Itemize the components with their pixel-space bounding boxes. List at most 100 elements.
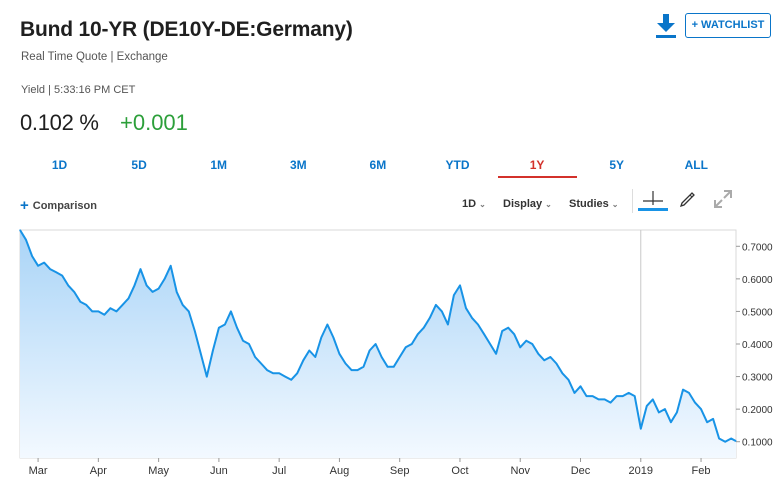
data-point xyxy=(513,333,515,335)
tab-1m[interactable]: 1M xyxy=(210,158,228,172)
data-point xyxy=(531,343,533,345)
x-tick-label: Jul xyxy=(272,465,286,477)
y-tick-label: 0.7000 xyxy=(742,242,773,253)
data-point xyxy=(549,356,552,358)
data-point xyxy=(19,229,21,231)
data-point xyxy=(200,353,202,355)
data-point xyxy=(519,346,521,348)
tab-1y[interactable]: 1Y xyxy=(497,152,577,178)
data-point xyxy=(146,284,148,286)
data-point xyxy=(447,323,449,326)
tab-3m[interactable]: 3M xyxy=(289,158,307,172)
download-button[interactable] xyxy=(655,13,677,39)
data-point xyxy=(73,291,75,293)
data-point xyxy=(55,271,57,273)
tab-5y[interactable]: 5Y xyxy=(609,158,625,172)
data-point xyxy=(676,411,678,413)
series-area xyxy=(20,230,736,458)
comparison-button[interactable]: + Comparison xyxy=(20,197,97,214)
x-tick-label: Mar xyxy=(29,465,48,477)
x-tick-label: Nov xyxy=(510,465,530,477)
x-tick-label: 2019 xyxy=(629,465,653,477)
data-point xyxy=(362,366,365,368)
data-point xyxy=(133,284,136,286)
data-point xyxy=(700,408,702,410)
data-point xyxy=(598,398,600,400)
tab-5d[interactable]: 5D xyxy=(131,158,147,172)
draw-tool[interactable] xyxy=(678,188,698,213)
y-tick-label: 0.3000 xyxy=(742,373,773,384)
data-point xyxy=(712,418,714,420)
yield-timestamp: Yield | 5:33:16 PM CET xyxy=(21,84,136,96)
yield-chart[interactable]: 0.7000 0.6000 0.5000 0.4000 0.3000 0.2000 0.10… xyxy=(0,222,779,486)
tab-1d[interactable]: 1D xyxy=(51,158,68,172)
data-point xyxy=(109,307,111,309)
data-point xyxy=(356,369,359,371)
y-tick-label: 0.2000 xyxy=(742,405,773,416)
data-point xyxy=(622,395,624,397)
data-point xyxy=(616,395,618,397)
studies-dropdown[interactable]: Studies ⌄ xyxy=(569,198,618,210)
data-point xyxy=(320,336,322,339)
studies-label: Studies xyxy=(569,198,609,210)
data-point xyxy=(573,392,576,394)
data-point xyxy=(405,346,407,348)
data-point xyxy=(381,356,383,358)
x-tick-label: Sep xyxy=(390,465,410,477)
data-point xyxy=(266,369,268,371)
data-point xyxy=(537,353,539,355)
expand-tool[interactable] xyxy=(712,188,734,215)
data-point xyxy=(344,362,347,365)
display-dropdown[interactable]: Display ⌄ xyxy=(503,198,552,210)
data-point xyxy=(459,284,461,286)
data-point xyxy=(326,323,328,326)
data-point xyxy=(61,275,63,277)
download-icon xyxy=(656,14,676,38)
data-point xyxy=(567,379,570,381)
watchlist-button[interactable]: + WATCHLIST xyxy=(685,13,771,38)
data-point xyxy=(248,343,250,345)
pencil-icon xyxy=(679,192,695,208)
crosshair-tool[interactable] xyxy=(637,190,669,217)
data-point xyxy=(308,349,310,352)
y-tick-label: 0.5000 xyxy=(742,307,773,318)
data-point xyxy=(604,398,606,400)
data-point xyxy=(429,317,431,319)
data-point xyxy=(465,307,467,309)
data-point xyxy=(97,310,99,312)
data-point xyxy=(206,376,208,378)
data-point xyxy=(435,304,437,306)
data-point xyxy=(477,323,479,326)
instrument-symbol: (DE10Y-DE:Germany) xyxy=(142,18,353,41)
data-point xyxy=(393,366,395,368)
data-point xyxy=(115,310,117,312)
data-point xyxy=(91,310,93,312)
tab-ytd[interactable]: YTD xyxy=(445,158,470,172)
tab-6m[interactable]: 6M xyxy=(369,158,387,172)
data-point xyxy=(579,385,582,387)
data-point xyxy=(507,327,509,329)
data-point xyxy=(284,376,286,378)
data-point xyxy=(49,268,51,270)
data-point xyxy=(224,323,226,326)
data-point xyxy=(85,304,87,306)
data-point xyxy=(634,395,636,397)
interval-dropdown[interactable]: 1D ⌄ xyxy=(462,198,486,210)
price-value: 0.102 % xyxy=(20,110,99,135)
data-point xyxy=(724,441,726,443)
data-point xyxy=(272,372,274,374)
data-point xyxy=(127,297,130,299)
y-tick-label: 0.6000 xyxy=(742,275,773,286)
x-tick-label: Apr xyxy=(90,465,107,477)
y-tick-label: 0.1000 xyxy=(742,438,773,449)
data-point xyxy=(688,392,690,394)
data-point xyxy=(139,268,142,270)
data-point xyxy=(543,359,545,361)
data-point xyxy=(610,402,612,404)
tab-all[interactable]: ALL xyxy=(684,158,708,172)
data-point xyxy=(314,356,316,358)
data-point xyxy=(417,333,419,335)
data-point xyxy=(37,265,39,267)
data-point xyxy=(646,405,648,407)
series-line xyxy=(19,229,737,443)
